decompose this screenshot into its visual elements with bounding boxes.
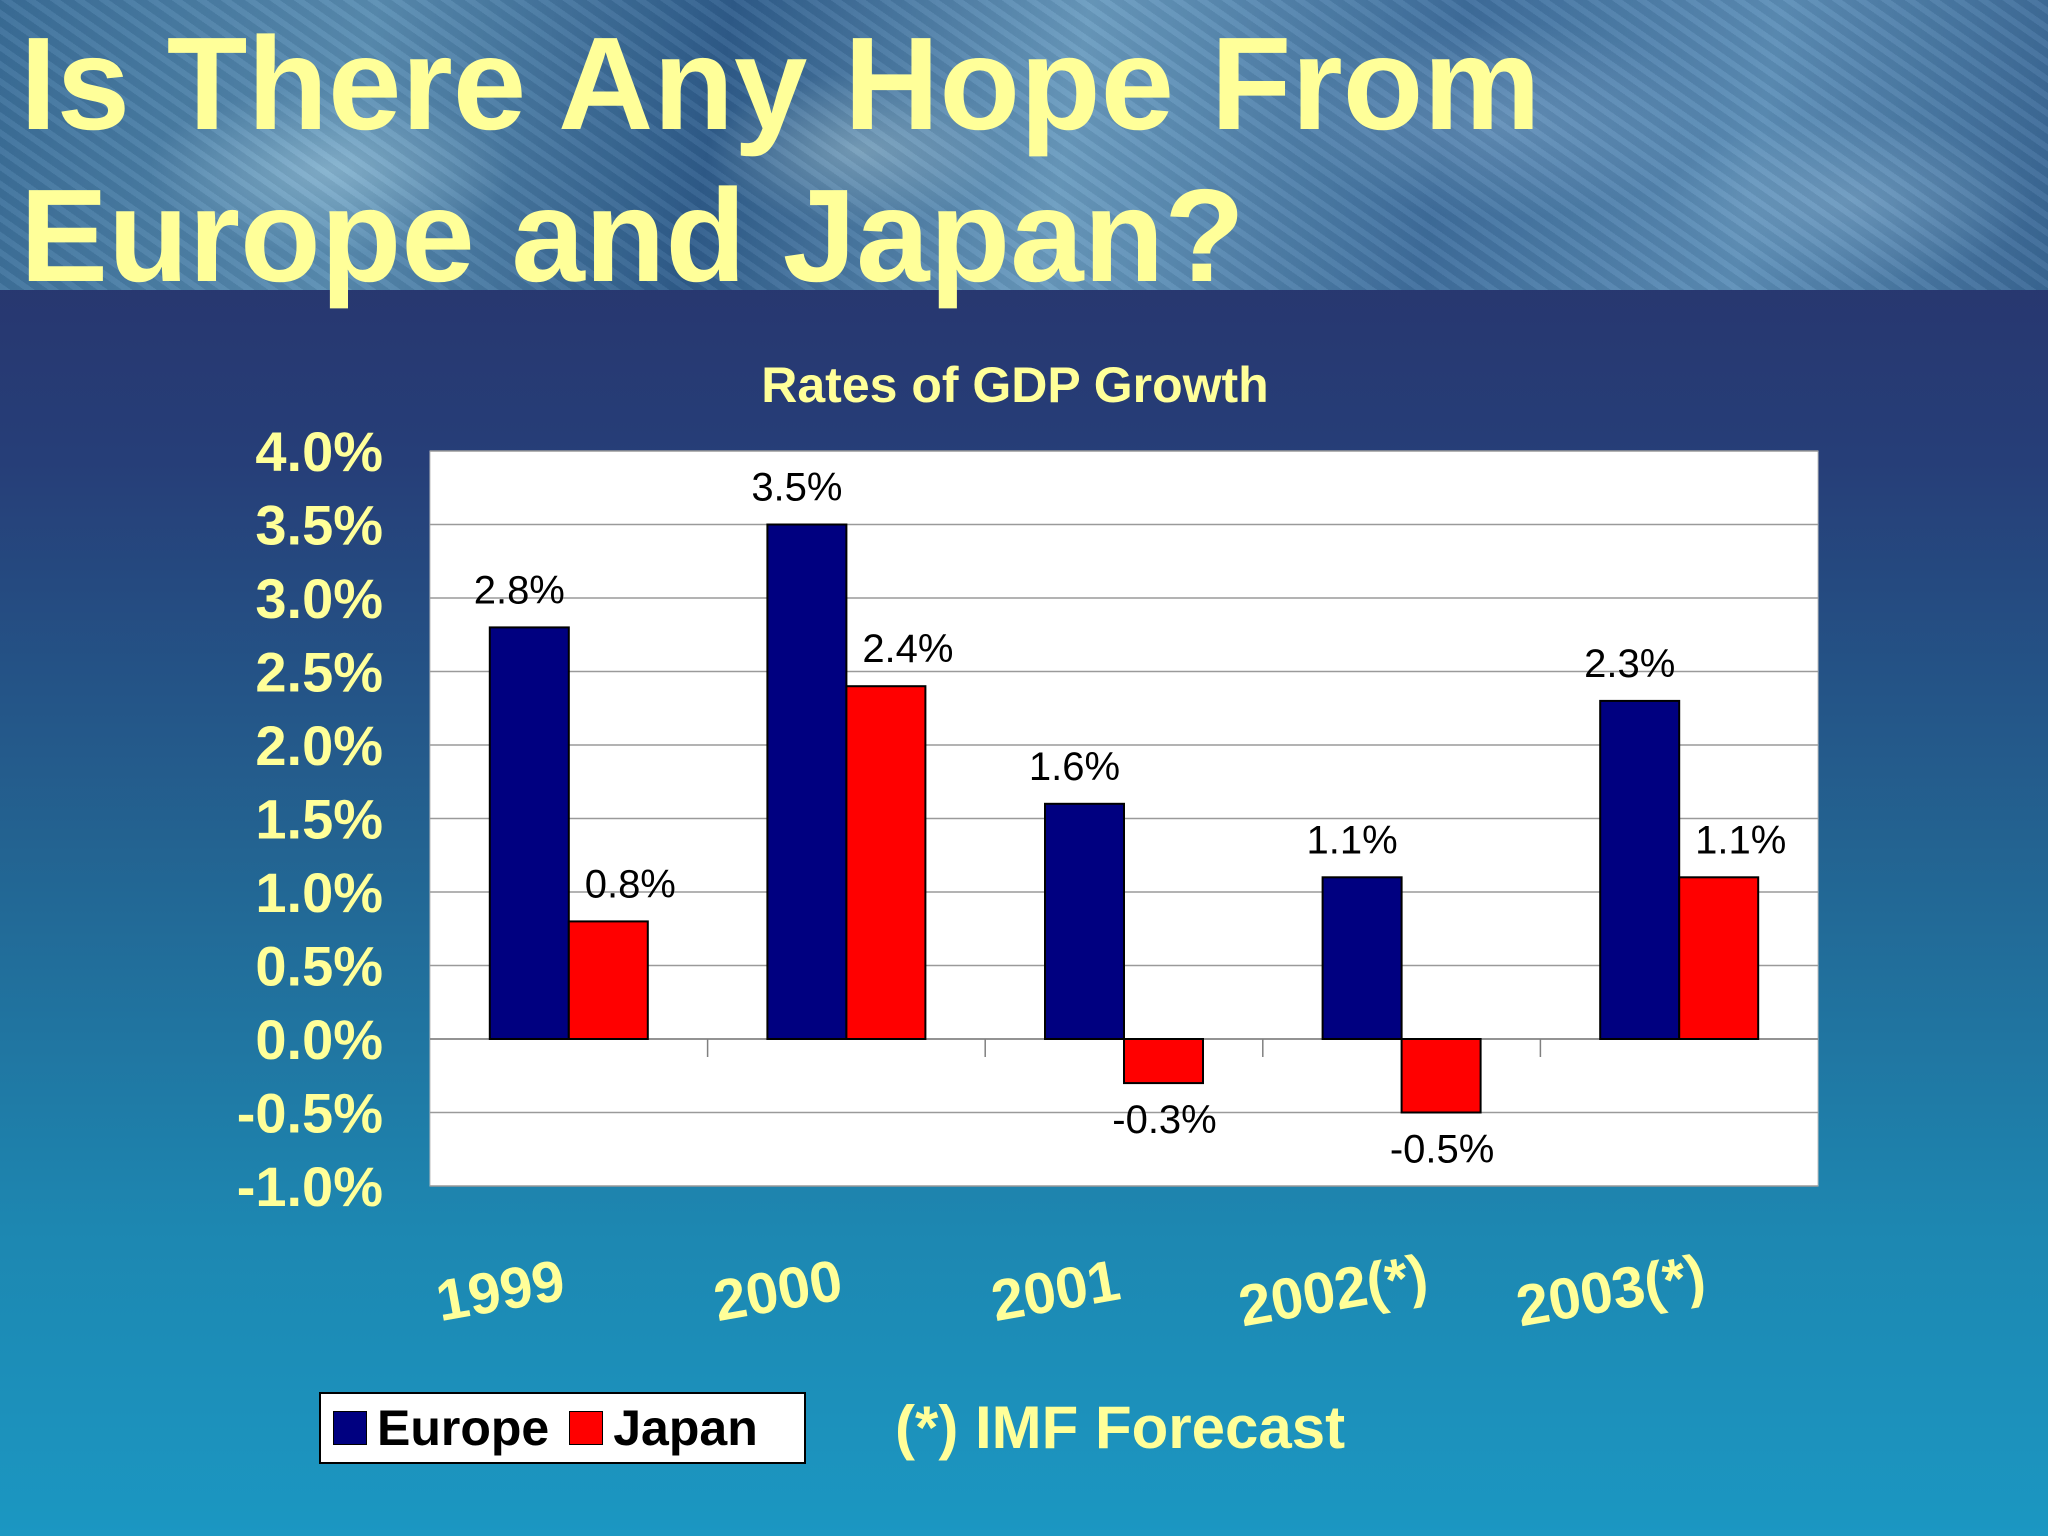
legend-swatch-japan bbox=[569, 1411, 604, 1445]
legend-label-japan: Japan bbox=[613, 1400, 758, 1456]
x-category-label: 2002(*) bbox=[1234, 1242, 1433, 1339]
y-tick-label: 1.5% bbox=[255, 788, 383, 851]
x-category-label: 2003(*) bbox=[1511, 1242, 1710, 1339]
europe-bar bbox=[766, 523, 848, 1040]
x-category-label: 1999 bbox=[431, 1248, 569, 1334]
europe-bar bbox=[1044, 802, 1125, 1040]
legend-swatch-europe bbox=[333, 1411, 367, 1445]
data-label: 2.4% bbox=[862, 627, 953, 671]
legend-label-europe: Europe bbox=[377, 1400, 550, 1456]
y-tick-label: 2.0% bbox=[255, 714, 383, 777]
europe-bar bbox=[1599, 699, 1681, 1041]
europe-bar bbox=[488, 626, 570, 1041]
y-tick-label: 3.5% bbox=[255, 494, 383, 557]
y-tick-label: -1.0% bbox=[237, 1155, 383, 1218]
y-tick-label: 2.5% bbox=[255, 641, 383, 704]
data-label: 1.1% bbox=[1695, 818, 1786, 862]
data-label: 0.8% bbox=[585, 862, 676, 906]
x-category-label: 2001 bbox=[986, 1248, 1124, 1334]
legend-item-japan: Japan bbox=[569, 1399, 766, 1457]
chart-title: Rates of GDP Growth bbox=[761, 357, 1269, 413]
data-label: 2.8% bbox=[474, 568, 565, 612]
y-tick-label: 4.0% bbox=[255, 420, 383, 483]
chart-legend: Europe Japan bbox=[319, 1392, 806, 1464]
japan-bar bbox=[567, 920, 649, 1041]
data-label: -0.5% bbox=[1390, 1128, 1495, 1172]
slide-title: Is There Any Hope From Europe and Japan? bbox=[20, 8, 1920, 312]
japan-bar bbox=[1123, 1038, 1204, 1085]
legend-item-europe: Europe bbox=[333, 1399, 557, 1457]
banner-texture bbox=[0, 0, 2048, 290]
data-label: 2.3% bbox=[1584, 642, 1675, 686]
japan-bar bbox=[1400, 1038, 1482, 1114]
data-label: 1.6% bbox=[1029, 745, 1120, 789]
y-tick-label: -0.5% bbox=[237, 1082, 383, 1145]
europe-bar bbox=[1321, 876, 1403, 1040]
data-label: 1.1% bbox=[1307, 818, 1398, 862]
y-tick-label: 0.0% bbox=[255, 1008, 383, 1071]
japan-bar bbox=[845, 685, 927, 1040]
y-tick-label: 0.5% bbox=[255, 935, 383, 998]
data-label: -0.3% bbox=[1112, 1098, 1217, 1142]
slide-title-line-1: Is There Any Hope From bbox=[20, 10, 1541, 157]
y-tick-label: 3.0% bbox=[255, 567, 383, 630]
imf-forecast-footnote: (*) IMF Forecast bbox=[895, 1394, 1346, 1461]
slide-title-line-2: Europe and Japan? bbox=[20, 162, 1245, 309]
data-label: 3.5% bbox=[751, 466, 842, 510]
title-banner-background bbox=[0, 0, 2048, 290]
japan-bar bbox=[1678, 876, 1760, 1040]
x-category-label: 2000 bbox=[709, 1248, 847, 1334]
y-tick-label: 1.0% bbox=[255, 861, 383, 924]
